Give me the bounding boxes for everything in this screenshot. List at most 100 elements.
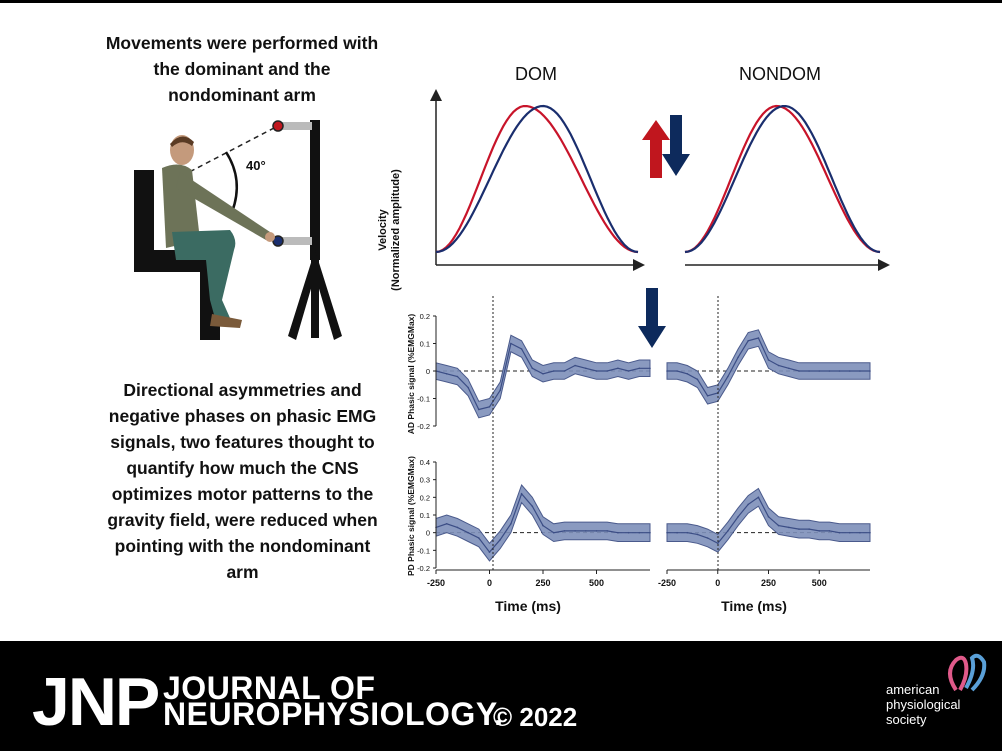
summary-text: Directional asymmetries and negative pha…: [107, 380, 378, 582]
ad-dom-point: [488, 406, 491, 408]
dom-xtick-label: 0: [487, 578, 492, 588]
nondom-velocity-upward-line: [684, 104, 881, 254]
pd-nondom-point: [838, 531, 841, 534]
ad-dom-ytick-label: 0: [426, 367, 430, 376]
ad-dom-band: [435, 334, 651, 419]
aps-line2: physiological: [886, 697, 961, 712]
hand: [265, 232, 275, 242]
ad-nondom-point: [808, 370, 810, 372]
ad-nondom-point: [737, 356, 739, 359]
pd-nondom-point: [686, 531, 689, 534]
ad-dom-point: [606, 370, 608, 372]
nondom-xtick-label: 250: [761, 578, 776, 588]
ad-nondom-point: [747, 340, 749, 342]
ad-dom-point: [542, 373, 544, 375]
pd-ylabel: PD Phasic signal (%EMGMax): [406, 456, 416, 576]
pd-nondom-point: [798, 528, 800, 530]
down-arrow-emg-icon: [638, 288, 666, 348]
pd-dom-ytick-label: 0.1: [420, 511, 430, 520]
pd-nondom-point: [666, 531, 668, 534]
pd-nondom-point: [717, 542, 719, 545]
pd-dom-point: [649, 531, 651, 534]
subject-illustration: 40°: [134, 120, 342, 340]
nondom-xtick-label: 500: [812, 578, 827, 588]
ad-dom-point: [563, 370, 566, 372]
pd-dom-point: [617, 531, 619, 534]
ad-nondom-point: [666, 370, 668, 372]
pd-nondom-point: [869, 531, 871, 534]
ad-nondom-point: [757, 337, 760, 339]
pd-dom-point: [445, 523, 448, 525]
dom-xtick-label: -250: [427, 578, 445, 588]
pd-nondom-point: [747, 503, 749, 506]
pd-nondom-point: [818, 530, 821, 532]
ad-dom-ytick-label: -0.2: [417, 422, 430, 431]
aps-line1: american: [886, 682, 940, 697]
nondom-velocity-downward-line: [684, 105, 881, 254]
angle-arc: [224, 151, 238, 213]
ad-dom-point: [617, 367, 619, 370]
ad-dom-point: [649, 367, 651, 370]
ad-dom-point: [510, 342, 512, 345]
pd-nondom-point: [777, 524, 780, 527]
ad-dom-point: [595, 370, 598, 372]
target-top-icon: [272, 120, 284, 132]
ad-dom-point: [638, 367, 641, 370]
figure-charts: Velocity (Normalized amplitude) AD Phasi…: [377, 89, 890, 614]
pd-dom-point: [542, 524, 544, 527]
ad-dom-point: [552, 370, 555, 372]
ad-nondom-point: [848, 370, 851, 372]
pd-nondom-point: [757, 496, 760, 499]
pd-dom-ytick-label: -0.2: [417, 564, 430, 573]
dom-velocity-downward-line: [435, 104, 639, 254]
pd-nondom-point: [676, 531, 678, 534]
velocity-ylabel-2: (Normalized amplitude): [390, 169, 402, 291]
pd-dom-point: [499, 538, 501, 541]
dom-title: DOM: [515, 64, 557, 84]
hair: [170, 136, 194, 147]
dom-xtick-label: 500: [589, 578, 604, 588]
ad-dom-ytick-label: 0.2: [420, 312, 430, 321]
pd-nondom-point: [727, 530, 729, 532]
ad-dom-point: [456, 375, 459, 378]
arm: [176, 172, 270, 240]
pd-dom-band: [435, 484, 651, 562]
pd-dom-point: [488, 551, 491, 553]
velocity-ylabel-1: Velocity: [377, 208, 389, 250]
ad-dom-point: [499, 389, 501, 392]
top-border: [0, 0, 1002, 3]
ad-nondom-point: [777, 364, 780, 367]
ad-nondom-point: [767, 359, 770, 361]
aps-name: american physiological society: [886, 682, 996, 727]
ad-nondom-point: [838, 370, 841, 372]
pd-dom-point: [638, 531, 641, 534]
pd-dom-ytick-label: 0: [426, 529, 430, 538]
up-arrow-icon: [642, 120, 670, 178]
ad-dom-point: [520, 348, 523, 350]
pd-dom-point: [595, 530, 598, 532]
ad-nondom-band: [666, 329, 871, 405]
pd-nondom-point: [808, 528, 810, 530]
pd-dom-ytick-label: 0.3: [420, 476, 430, 485]
pd-nondom-point: [767, 516, 770, 518]
copyright: © 2022: [493, 702, 578, 732]
footer-bar: JNP JOURNAL OF NEUROPHYSIOLOGY. © 2022 a…: [0, 641, 1002, 751]
shoes: [210, 314, 242, 328]
pd-dom-ytick-label: 0.2: [420, 493, 430, 502]
ad-ylabel: AD Phasic signal (%EMGMax): [406, 314, 416, 435]
ad-dom-point: [574, 364, 576, 367]
stand-legs: [288, 250, 342, 340]
pd-nondom-point: [696, 533, 699, 536]
ad-dom-point: [445, 373, 448, 375]
dom-xtick-label: 250: [535, 578, 550, 588]
pd-dom-point: [510, 523, 512, 525]
ad-nondom-point: [676, 370, 678, 372]
journal-name-line1: JOURNAL OF: [163, 670, 376, 706]
ad-dom-ytick-label: 0.1: [420, 340, 430, 349]
pd-dom-ytick-label: 0.4: [420, 458, 430, 467]
intro-text: Movements were performed with the domina…: [105, 33, 379, 105]
aps-line3: society: [886, 712, 927, 727]
down-arrow-icon: [662, 115, 690, 176]
angle-label: 40°: [246, 158, 266, 173]
pd-nondom-point: [859, 531, 861, 534]
